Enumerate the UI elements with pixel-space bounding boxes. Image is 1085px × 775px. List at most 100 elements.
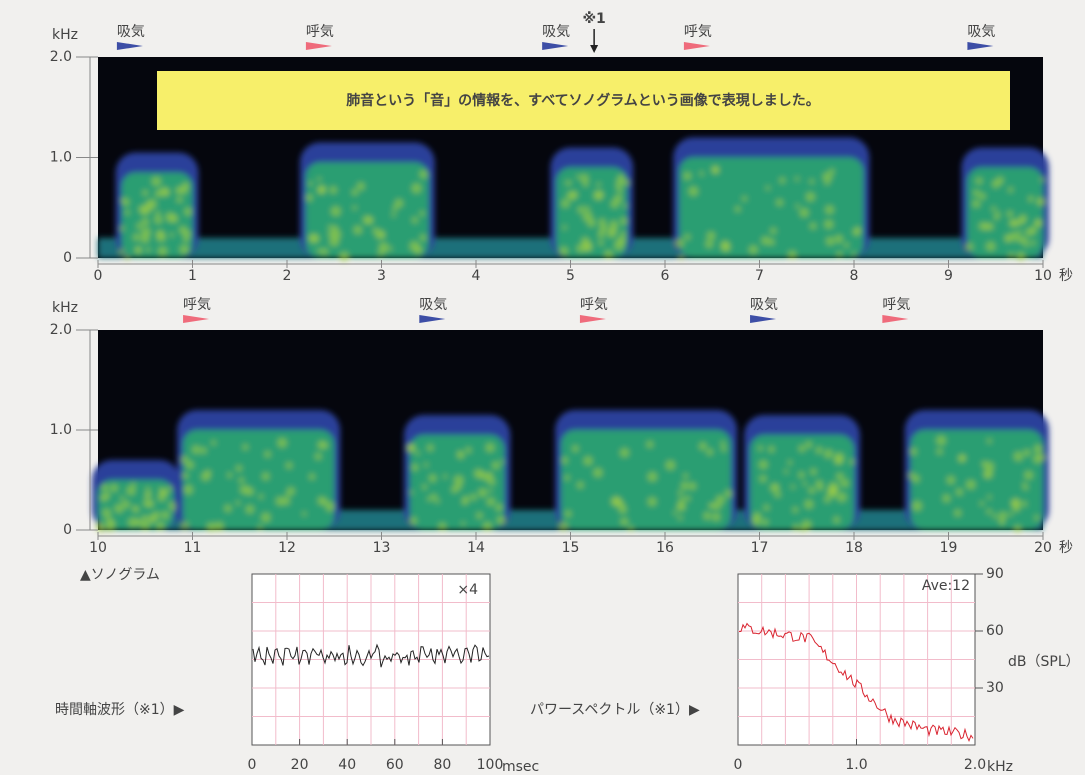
- energy-speck: [332, 225, 339, 232]
- energy-speck: [317, 186, 325, 194]
- energy-speck: [798, 472, 804, 478]
- phase-label: 呼気: [580, 297, 608, 313]
- energy-speck: [309, 474, 315, 480]
- energy-speck: [308, 182, 312, 186]
- x-tick-label: 0: [94, 268, 103, 284]
- energy-speck: [973, 190, 980, 197]
- energy-speck: [816, 447, 823, 454]
- energy-speck: [678, 491, 683, 496]
- x-unit: 秒: [1059, 540, 1073, 556]
- energy-speck: [146, 248, 151, 253]
- energy-speck: [675, 239, 684, 248]
- energy-speck: [806, 192, 815, 201]
- x-tick-label: 60: [386, 757, 404, 773]
- energy-speck: [810, 223, 817, 230]
- energy-speck: [183, 485, 193, 495]
- energy-speck: [462, 496, 469, 503]
- energy-speck: [584, 456, 593, 465]
- energy-speck: [829, 169, 834, 174]
- energy-speck: [762, 519, 768, 525]
- energy-speck: [577, 482, 584, 489]
- y-tick-label: 30: [986, 680, 1004, 696]
- x-tick-label: 9: [944, 268, 953, 284]
- x-tick-label: 13: [373, 540, 391, 556]
- energy-speck: [160, 490, 166, 496]
- y-tick-label: 0: [63, 522, 72, 538]
- energy-speck: [965, 243, 973, 251]
- energy-speck: [1005, 237, 1010, 242]
- y-unit: dB（SPL）: [1008, 654, 1080, 670]
- energy-speck: [583, 211, 593, 221]
- x-tick-label: 8: [850, 268, 859, 284]
- energy-speck: [489, 479, 495, 485]
- energy-speck: [795, 177, 799, 181]
- energy-speck: [317, 249, 322, 254]
- energy-speck: [809, 179, 814, 184]
- energy-speck: [849, 459, 855, 465]
- energy-speck: [805, 441, 812, 448]
- energy-speck: [101, 484, 108, 491]
- energy-speck: [1000, 521, 1004, 525]
- note-label: ※1: [582, 11, 605, 27]
- energy-speck: [966, 480, 976, 490]
- energy-speck: [774, 491, 781, 498]
- energy-speck: [827, 488, 837, 498]
- energy-speck: [759, 460, 768, 469]
- energy-speck: [681, 482, 689, 490]
- energy-speck: [699, 442, 707, 450]
- energy-speck: [114, 504, 123, 513]
- x-unit: kHz: [987, 759, 1013, 775]
- energy-speck: [833, 517, 840, 524]
- energy-speck: [611, 497, 621, 507]
- energy-speck: [564, 475, 569, 480]
- energy-speck: [227, 473, 232, 478]
- energy-speck: [262, 473, 270, 481]
- energy-speck: [474, 469, 483, 478]
- energy-speck: [136, 519, 143, 526]
- energy-speck: [776, 199, 783, 206]
- energy-speck: [207, 523, 216, 532]
- energy-speck: [666, 460, 676, 470]
- energy-speck: [420, 211, 425, 216]
- energy-speck: [937, 448, 943, 454]
- energy-speck: [705, 240, 713, 248]
- energy-speck: [784, 469, 788, 473]
- energy-speck: [486, 443, 495, 452]
- energy-speck: [707, 232, 716, 241]
- energy-speck: [801, 526, 807, 532]
- energy-speck: [407, 444, 415, 452]
- energy-speck: [145, 493, 150, 498]
- energy-speck: [825, 181, 829, 185]
- energy-speck: [943, 495, 951, 503]
- energy-speck: [610, 220, 619, 229]
- energy-speck: [561, 199, 569, 207]
- x-unit: 秒: [1059, 268, 1073, 284]
- energy-speck: [570, 191, 578, 199]
- x-tick-label: 4: [472, 268, 481, 284]
- energy-speck: [617, 188, 622, 193]
- energy-speck: [102, 509, 110, 517]
- energy-speck: [147, 199, 157, 209]
- energy-speck: [598, 240, 603, 245]
- energy-speck: [388, 247, 392, 251]
- x-unit: msec: [502, 759, 539, 775]
- energy-speck: [158, 247, 167, 256]
- energy-speck: [443, 474, 447, 478]
- energy-speck: [315, 453, 322, 460]
- x-tick-label: 11: [184, 540, 202, 556]
- y-tick-label: 0: [63, 250, 72, 266]
- energy-speck: [125, 210, 130, 215]
- energy-speck: [170, 233, 174, 237]
- energy-speck: [580, 174, 588, 182]
- energy-speck: [156, 233, 165, 242]
- energy-speck: [710, 504, 714, 508]
- energy-speck: [987, 495, 991, 499]
- energy-speck: [684, 234, 690, 240]
- energy-speck: [431, 494, 437, 500]
- energy-speck: [954, 509, 961, 516]
- energy-speck: [623, 203, 627, 207]
- energy-speck: [648, 497, 657, 506]
- energy-speck: [461, 522, 465, 526]
- energy-speck: [996, 212, 1001, 217]
- energy-speck: [136, 246, 141, 251]
